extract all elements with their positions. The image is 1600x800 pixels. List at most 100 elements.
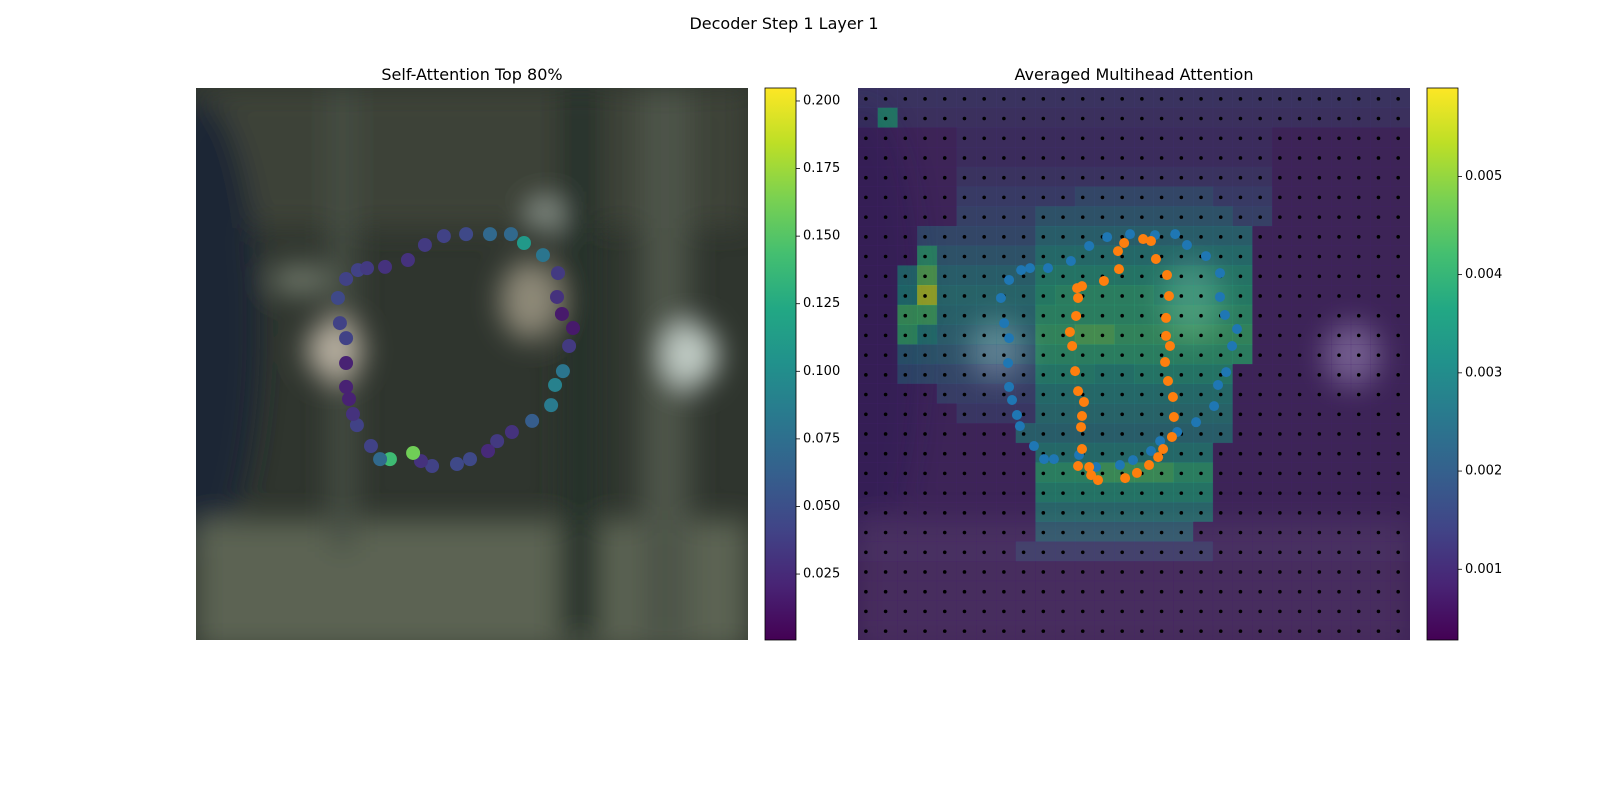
grid-dot	[1317, 97, 1322, 101]
grid-dot	[1199, 136, 1203, 141]
heatmap-cell	[1193, 127, 1214, 148]
heatmap-cell	[877, 403, 898, 424]
grid-dot	[1120, 215, 1124, 219]
grid-dot	[1297, 215, 1302, 219]
grid-dot	[1002, 175, 1006, 180]
heatmap-cell	[1390, 285, 1410, 306]
grid-dot	[942, 471, 947, 476]
heatmap-cell	[1272, 344, 1293, 365]
attention-point	[548, 377, 563, 392]
heatmap-cell	[1193, 600, 1214, 621]
grid-dot	[883, 274, 888, 279]
heatmap-cell	[956, 147, 977, 168]
heatmap-cell	[1311, 541, 1332, 562]
grid-dot	[1258, 254, 1262, 259]
grid-dot	[1218, 589, 1223, 594]
grid-dot	[982, 254, 986, 259]
grid-dot	[923, 511, 927, 515]
grid-dot	[962, 530, 967, 535]
heatmap-cell	[1272, 304, 1293, 325]
heatmap-cell	[1015, 364, 1036, 385]
grid-dot	[942, 254, 947, 259]
grid-dot	[1258, 215, 1262, 219]
heatmap-cell	[1035, 423, 1056, 444]
grid-dot	[1080, 432, 1085, 436]
grid-dot	[1199, 511, 1203, 515]
grid-dot	[883, 215, 888, 219]
grid-dot	[1337, 530, 1341, 535]
grid-dot	[1218, 471, 1223, 476]
heatmap-cell	[1193, 442, 1214, 463]
heatmap-cell	[1035, 403, 1056, 424]
heatmap-cell	[917, 127, 938, 148]
grid-dot	[1337, 313, 1341, 318]
heatmap-cell	[1350, 344, 1371, 365]
heatmap-cell	[1232, 620, 1253, 640]
grid-dot	[1021, 97, 1026, 101]
attention-point	[550, 289, 565, 304]
point	[1004, 381, 1015, 392]
heatmap-cell	[858, 482, 879, 503]
heatmap-cell	[1035, 206, 1056, 227]
heatmap-cell	[917, 324, 938, 345]
heatmap-cell	[1331, 502, 1352, 523]
grid-dot	[1199, 235, 1203, 239]
heatmap-cell	[1390, 186, 1410, 207]
heatmap-cell	[1272, 285, 1293, 306]
grid-dot	[1218, 136, 1223, 141]
heatmap-cell	[858, 304, 879, 325]
heatmap-cell	[1015, 462, 1036, 483]
grid-dot	[1278, 136, 1282, 141]
grid-dot	[1179, 235, 1184, 239]
grid-dot	[1041, 294, 1046, 298]
heatmap-cell	[1035, 285, 1056, 306]
grid-dot	[1258, 511, 1262, 515]
heatmap-cell	[1291, 442, 1312, 463]
grid-dot	[1041, 570, 1046, 574]
heatmap-cell	[1232, 462, 1253, 483]
heatmap-cell	[1074, 206, 1095, 227]
grid-dot	[864, 511, 868, 515]
grid-dot	[1041, 97, 1046, 101]
heatmap-cell	[1173, 383, 1194, 404]
heatmap-cell	[1291, 521, 1312, 542]
grid-dot	[1159, 373, 1164, 377]
grid-dot	[942, 491, 947, 495]
heatmap-cell	[1390, 166, 1410, 187]
heatmap-cell	[1272, 521, 1293, 542]
grid-dot	[1356, 373, 1361, 377]
heatmap-cell	[1350, 127, 1371, 148]
grid-dot	[1061, 215, 1065, 219]
heatmap-cell	[1015, 107, 1036, 128]
grid-dot	[1396, 491, 1400, 495]
heatmap-cell	[1134, 107, 1155, 128]
heatmap-cell	[1134, 580, 1155, 601]
heatmap-cell	[1094, 344, 1115, 365]
heatmap-cell	[1272, 265, 1293, 286]
heatmap-cell	[976, 265, 997, 286]
grid-dot	[923, 333, 927, 338]
grid-dot	[1218, 353, 1223, 357]
grid-dot	[1140, 294, 1144, 298]
grid-dot	[1179, 629, 1184, 633]
heatmap-cell	[1094, 206, 1115, 227]
point	[1072, 283, 1083, 294]
grid-dot	[1278, 550, 1282, 555]
grid-dot	[1159, 432, 1164, 436]
heatmap-cell	[1390, 364, 1410, 385]
grid-dot	[982, 353, 986, 357]
heatmap-cell	[956, 324, 977, 345]
heatmap-cell	[976, 541, 997, 562]
grid-dot	[923, 97, 927, 101]
heatmap-cell	[1134, 265, 1155, 286]
heatmap-cell	[858, 561, 879, 582]
grid-dot	[1317, 511, 1322, 515]
heatmap-cell	[1134, 186, 1155, 207]
grid-dot	[1376, 432, 1381, 436]
grid-dot	[1002, 235, 1006, 239]
grid-dot	[1337, 353, 1341, 357]
heatmap-cell	[1311, 166, 1332, 187]
heatmap-cell	[1055, 442, 1076, 463]
heatmap-cell	[1114, 344, 1135, 365]
grid-dot	[1258, 451, 1262, 456]
